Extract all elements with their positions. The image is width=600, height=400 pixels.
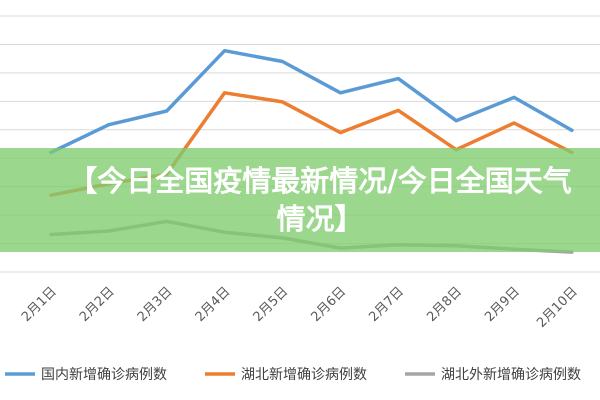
legend-label: 湖北新增确诊病例数 <box>241 367 367 383</box>
series-line-1 <box>49 48 574 155</box>
x-axis-ticks: 2月1日 2月2日 2月3日 2月4日 2月5日 2月6日 2月7日 2月8日 2月9日 2月10… <box>19 284 581 331</box>
x-tick-label: 2月10日 <box>534 284 581 331</box>
x-tick-label: 2月7日 <box>366 284 407 325</box>
banner-title: 【今日全国疫情最新情况/今日全国天气情况】 <box>68 164 572 236</box>
x-tick-label: 2月1日 <box>19 284 60 325</box>
x-tick-label: 2月4日 <box>193 284 234 325</box>
legend: 国内新增确诊病例数 湖北新增确诊病例数 湖北外新增确诊病例数 <box>5 367 581 383</box>
x-tick-label: 2月8日 <box>424 284 465 325</box>
x-tick-label: 2月9日 <box>482 284 523 325</box>
x-tick-label: 2月3日 <box>135 284 176 325</box>
x-tick-label: 2月2日 <box>77 284 118 325</box>
x-tick-label: 2月5日 <box>251 284 292 325</box>
legend-label: 湖北外新增确诊病例数 <box>441 367 581 383</box>
legend-label: 国内新增确诊病例数 <box>41 367 167 383</box>
title-banner: 【今日全国疫情最新情况/今日全国天气情况】 <box>0 148 600 252</box>
x-tick-label: 2月6日 <box>309 284 350 325</box>
